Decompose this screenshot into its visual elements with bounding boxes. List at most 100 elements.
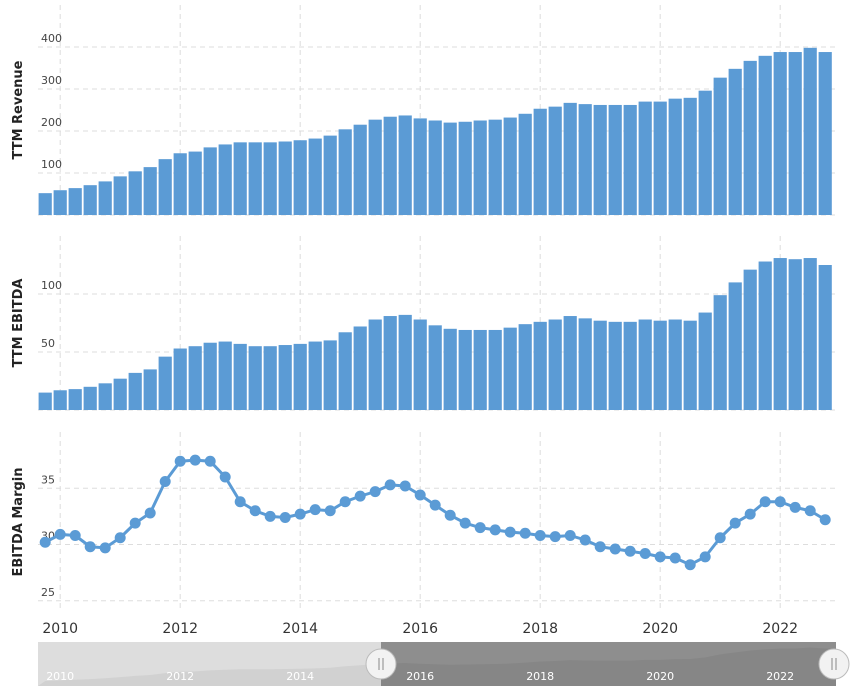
bar [338,129,352,215]
bar [518,324,532,410]
point [564,530,576,541]
point [354,490,366,502]
point [159,476,171,487]
bar [668,319,682,410]
bar [158,356,172,410]
y-tick-label: 300 [41,74,62,87]
bar [473,329,487,410]
y-axis-label: EBITDA Margin [11,467,26,576]
bar [548,319,562,410]
point [534,530,546,541]
bar [113,176,127,215]
bar [368,319,382,410]
bar [758,261,772,410]
bar [413,118,427,215]
point [669,552,681,564]
point [429,499,441,511]
bar [443,328,457,410]
bar [68,389,82,410]
point [474,522,486,534]
navigator-handle[interactable] [365,648,397,680]
bar [128,372,142,410]
point [549,531,561,543]
line [44,458,826,567]
point [249,505,261,517]
x-tick-label: 2014 [282,621,318,637]
point [204,455,216,467]
bar [398,115,412,215]
bar [53,190,67,215]
bar [818,52,832,215]
point [804,505,816,517]
point [759,496,771,508]
bar [818,265,832,410]
x-tick-label: 2016 [402,621,438,637]
bar [203,147,217,215]
bar [728,282,742,410]
point [624,545,636,557]
point [219,471,231,483]
bar [638,101,652,215]
point [99,542,111,554]
point [819,514,831,526]
point [369,486,381,498]
bar [233,343,247,410]
bar [323,340,337,410]
bar [353,326,367,410]
x-tick-label: 2022 [762,621,798,637]
navigator-handle[interactable] [818,648,850,680]
navigator-label: 2014 [286,670,314,683]
bar [458,121,472,215]
bar [368,119,382,215]
point [594,541,606,553]
point [729,517,741,529]
point [699,551,711,563]
bar [608,104,622,215]
bar [743,60,757,215]
y-tick-label: 100 [41,158,62,171]
bar [413,319,427,410]
point [774,496,786,508]
bar [248,142,262,215]
bar [428,120,442,215]
point [654,551,666,563]
bar [488,119,502,215]
y-tick-label: 50 [41,337,55,350]
bar [143,167,157,215]
bar [788,52,802,215]
bar [83,185,97,215]
bar [773,52,787,215]
point [114,532,126,544]
bar [173,348,187,410]
point [399,480,411,492]
bar [623,104,637,215]
bar [533,321,547,410]
point [339,496,351,508]
bar [638,319,652,410]
bar [443,122,457,215]
point [309,504,321,516]
bar [563,316,577,410]
point [714,532,726,544]
bar [653,101,667,215]
x-tick-label: 2020 [642,621,678,637]
y-tick-label: 25 [41,586,55,599]
navigator-label: 2022 [766,670,794,683]
bar [683,97,697,215]
bar [278,345,292,410]
bar [713,295,727,410]
point [789,501,801,513]
navigator-label: 2016 [406,670,434,683]
bar [143,369,157,410]
bar [233,142,247,215]
point [294,508,306,520]
point [684,559,696,571]
bar [203,342,217,410]
bar [563,102,577,215]
bar [548,106,562,215]
point [579,534,591,546]
bar [518,113,532,215]
point [189,454,201,466]
y-tick-label: 35 [41,473,55,486]
bar [263,346,277,410]
